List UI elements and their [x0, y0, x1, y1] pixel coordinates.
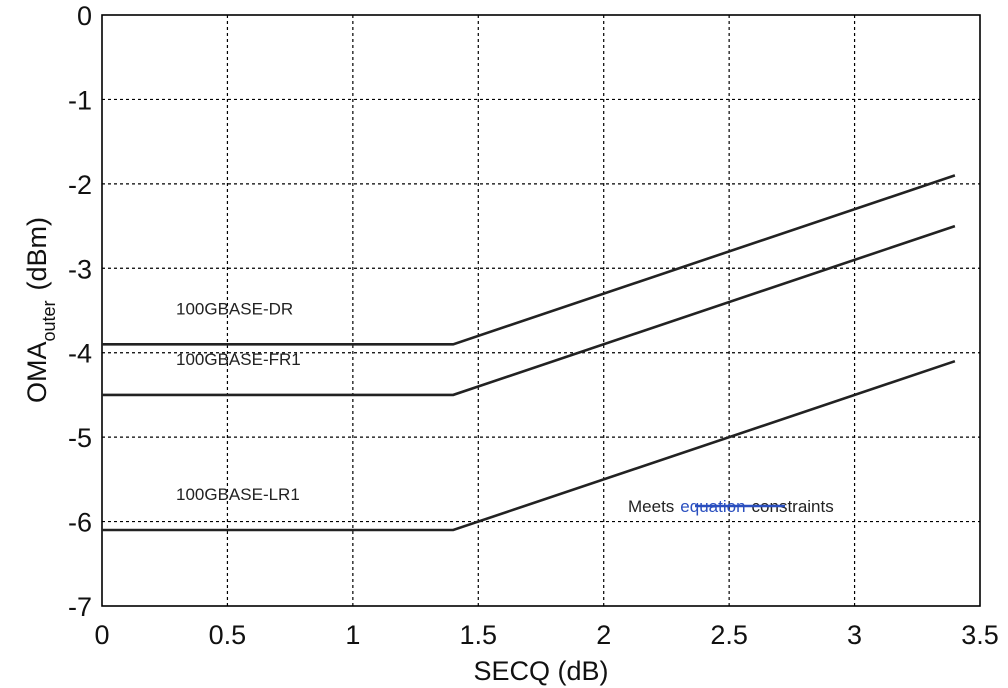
- series-label-100gbase-fr1: 100GBASE-FR1: [176, 350, 301, 369]
- x-tick-label: 2: [596, 620, 611, 650]
- x-axis-title: SECQ (dB): [473, 656, 608, 686]
- y-axis-title: OMAouter (dBm): [22, 217, 59, 403]
- y-tick-label: -5: [68, 423, 92, 453]
- series-lines: [102, 174, 956, 532]
- plot-frame: [101, 14, 981, 607]
- y-tick-label: -1: [68, 85, 92, 115]
- y-tick-label: -4: [68, 339, 92, 369]
- x-tick-label: 1.5: [460, 620, 498, 650]
- constraint-annotation: Meets equation constraints: [628, 497, 834, 516]
- y-tick-label: 0: [77, 1, 92, 31]
- x-tick-label: 3.5: [961, 620, 999, 650]
- x-tick-label: 0: [94, 620, 109, 650]
- annotation-prefix: Meets: [628, 497, 674, 516]
- series-labels: 100GBASE-DR 100GBASE-FR1 100GBASE-LR1: [176, 299, 301, 504]
- x-axis-ticks: 0 0.5 1 1.5 2 2.5 3 3.5: [94, 620, 998, 650]
- series-label-100gbase-dr: 100GBASE-DR: [176, 299, 293, 318]
- y-tick-label: -7: [68, 592, 92, 622]
- x-tick-label: 3: [847, 620, 862, 650]
- y-tick-label: -2: [68, 170, 92, 200]
- y-axis-title-main: OMA: [22, 342, 52, 404]
- series-line-100gbase-fr1: [102, 224, 956, 397]
- y-axis-title-unit: (dBm): [22, 217, 52, 291]
- x-tick-label: 1: [345, 620, 360, 650]
- annotation-suffix: constraints: [752, 497, 834, 516]
- y-tick-label: -3: [68, 254, 92, 284]
- x-tick-label: 0.5: [209, 620, 247, 650]
- x-tick-label: 2.5: [710, 620, 748, 650]
- grid: [102, 15, 980, 606]
- series-line-100gbase-dr: [102, 174, 956, 346]
- y-axis-ticks: 0 -1 -2 -3 -4 -5 -6 -7: [68, 1, 92, 622]
- series-line-100gbase-lr1: [102, 359, 956, 532]
- y-axis-title-subscript: outer: [39, 300, 59, 341]
- series-label-100gbase-lr1: 100GBASE-LR1: [176, 485, 300, 504]
- y-tick-label: -6: [68, 508, 92, 538]
